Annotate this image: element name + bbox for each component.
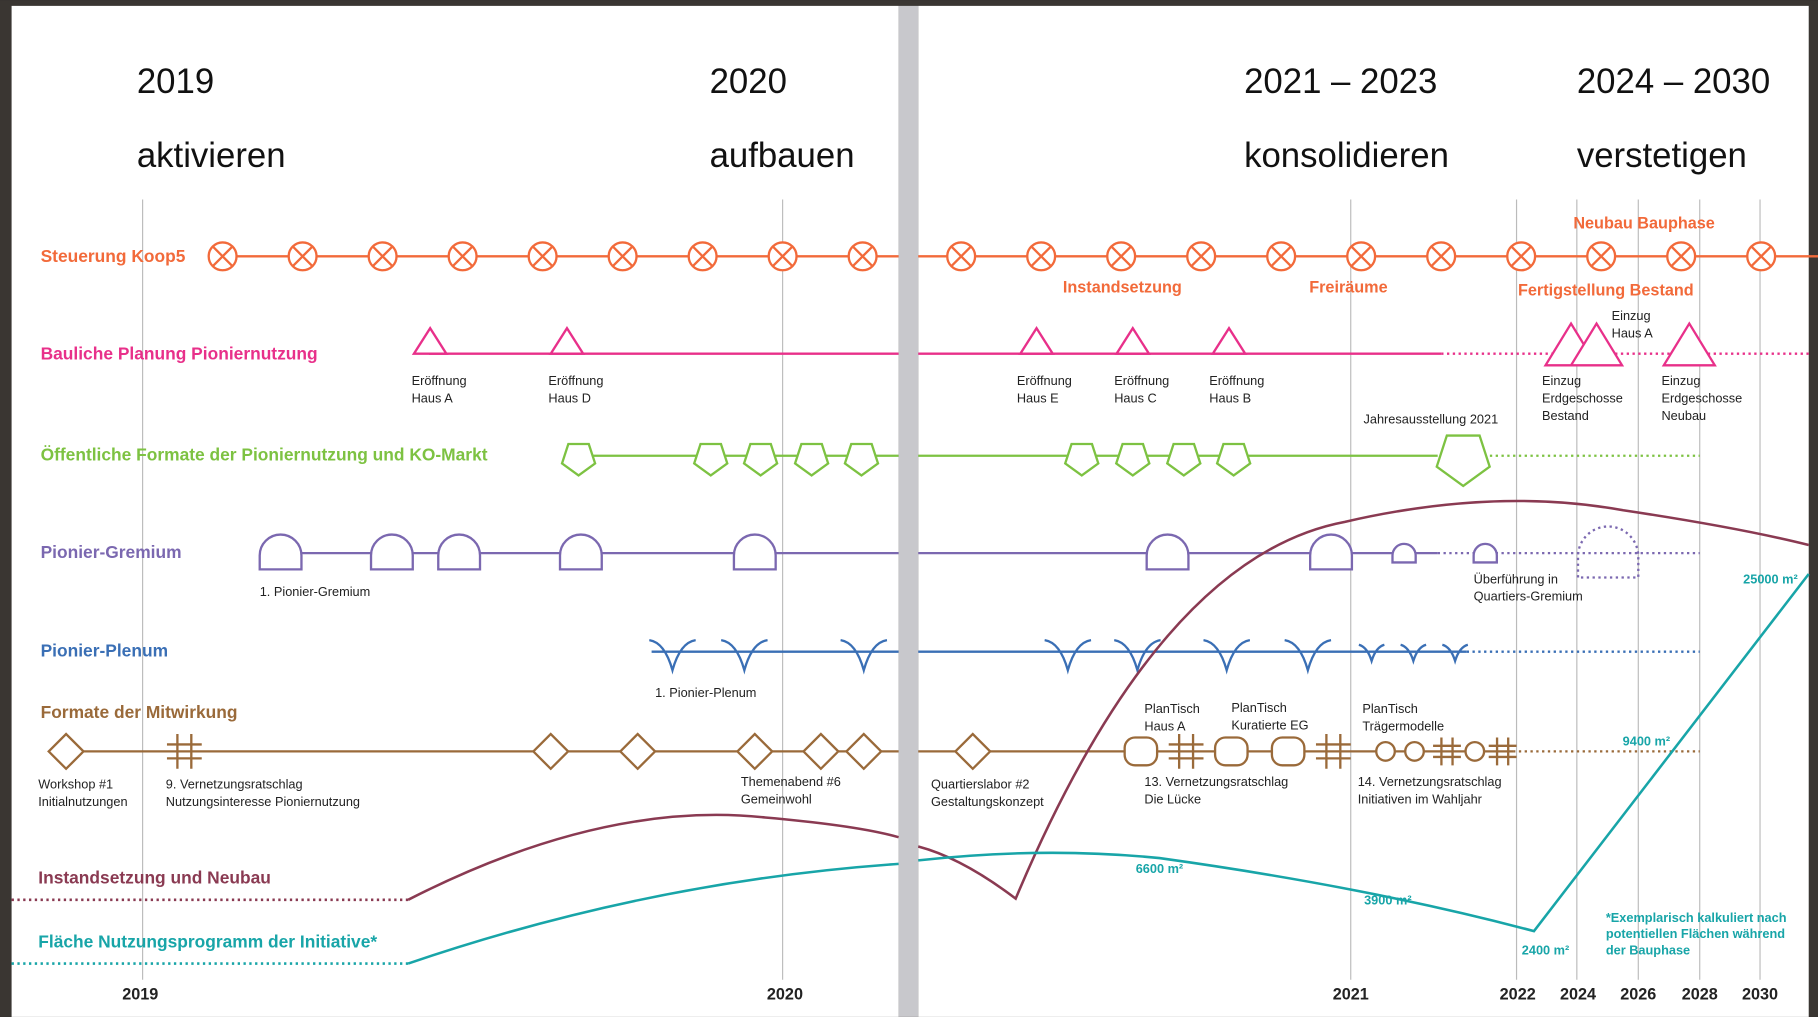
note: PlanTisch [1231, 700, 1287, 715]
note: Haus B [1209, 390, 1251, 405]
row-label: Öffentliche Formate der Pioniernutzung u… [41, 444, 488, 464]
note: Quartierslabor #2 [931, 777, 1030, 792]
note: 1. Pionier-Plenum [655, 685, 756, 700]
table-icon [1272, 737, 1304, 765]
council-icon [371, 535, 413, 570]
note: Haus E [1017, 390, 1059, 405]
phase-note: Fertigstellung Bestand [1518, 282, 1694, 300]
note: PlanTisch [1144, 701, 1200, 716]
note: Haus A [1144, 719, 1186, 734]
council-icon [1392, 544, 1415, 563]
row-label: Bauliche Planung Pioniernutzung [41, 344, 318, 364]
note: Kuratierte EG [1231, 717, 1308, 732]
note: Erdgeschosse [1661, 390, 1742, 405]
row-label: Fläche Nutzungsprogramm der Initiative* [38, 931, 377, 951]
note: Haus A [1612, 325, 1654, 340]
note: Initialnutzungen [38, 794, 127, 809]
phase-years: 2021 – 2023 [1244, 63, 1437, 101]
area-label: 6600 m² [1136, 861, 1184, 876]
year-label: 2028 [1682, 986, 1718, 1004]
divider [899, 6, 919, 1017]
council-icon [260, 535, 302, 570]
area-label: 2400 m² [1522, 942, 1570, 957]
phase-years: 2020 [710, 63, 787, 101]
table-icon [1215, 737, 1247, 765]
year-label: 2030 [1742, 986, 1778, 1004]
note: Quartiers-Gremium [1474, 589, 1583, 604]
note: Jahresausstellung 2021 [1364, 411, 1499, 426]
note: Nutzungsinteresse Pioniernutzung [166, 794, 360, 809]
phase-note: Neubau Bauphase [1573, 214, 1715, 232]
note: Eröffnung [1114, 373, 1169, 388]
table-icon [1125, 737, 1157, 765]
page: 2019 aktivieren 2020 aufbauen 2021 – 2023 kon… [0, 0, 1818, 1017]
phase-note: Instandsetzung [1063, 278, 1182, 296]
note: Eröffnung [548, 373, 603, 388]
row-label: Pionier-Gremium [41, 542, 182, 562]
year-label: 2021 [1333, 986, 1369, 1004]
table-icon [1466, 742, 1485, 761]
table-icon [1376, 742, 1395, 761]
note: Erdgeschosse [1542, 390, 1623, 405]
row-label: Pionier-Plenum [41, 640, 168, 660]
note: 1. Pionier-Gremium [260, 584, 371, 599]
note: Überführung in [1474, 571, 1558, 586]
council-icon [1310, 535, 1352, 570]
phase-note: Freiräume [1309, 278, 1387, 296]
note: Workshop #1 [38, 777, 113, 792]
phase-verb: aktivieren [137, 137, 286, 175]
phase-years: 2024 – 2030 [1577, 63, 1770, 101]
council-icon [438, 535, 480, 570]
note: Initiativen im Wahljahr [1358, 792, 1483, 807]
note: PlanTisch [1362, 701, 1418, 716]
year-label: 2020 [767, 986, 803, 1004]
footnote: *Exemplarisch kalkuliert nach [1606, 910, 1787, 925]
year-label: 2026 [1620, 986, 1656, 1004]
note: Trägermodelle [1362, 719, 1444, 734]
note: Die Lücke [1144, 792, 1201, 807]
phase-years: 2019 [137, 63, 214, 101]
table-icon [1405, 742, 1424, 761]
note: Neubau [1661, 408, 1706, 423]
note: Einzug [1661, 373, 1700, 388]
note: Haus D [548, 390, 591, 405]
note: 14. Vernetzungsratschlag [1358, 774, 1502, 789]
footnote: der Bauphase [1606, 942, 1690, 957]
phase-verb: verstetigen [1577, 137, 1747, 175]
note: Haus C [1114, 390, 1157, 405]
note: Eröffnung [412, 373, 467, 388]
area-label: 3900 m² [1364, 892, 1412, 907]
timeline: 2019 aktivieren 2020 aufbauen 2021 – 2023 kon… [0, 0, 1818, 1017]
note: Eröffnung [1209, 373, 1264, 388]
area-label: 25000 m² [1743, 571, 1798, 586]
year-label: 2024 [1560, 986, 1596, 1004]
council-icon [1474, 544, 1497, 563]
phase-verb: aufbauen [710, 137, 855, 175]
row-label: Steuerung Koop5 [41, 246, 186, 266]
council-icon [734, 535, 776, 570]
note: Bestand [1542, 408, 1589, 423]
footnote: potentiellen Flächen während [1606, 926, 1785, 941]
note: Eröffnung [1017, 373, 1072, 388]
council-icon [1147, 535, 1189, 570]
year-label: 2022 [1500, 986, 1536, 1004]
note: 9. Vernetzungsratschlag [166, 777, 303, 792]
note: Themenabend #6 [741, 774, 841, 789]
phase-verb: konsolidieren [1244, 137, 1449, 175]
council-icon [560, 535, 602, 570]
year-label: 2019 [122, 986, 158, 1004]
row-label: Instandsetzung und Neubau [38, 868, 271, 888]
row-label: Formate der Mitwirkung [41, 702, 238, 722]
note: Gemeinwohl [741, 792, 812, 807]
note: Einzug [1542, 373, 1581, 388]
note: Gestaltungskonzept [931, 794, 1044, 809]
area-label: 9400 m² [1623, 734, 1671, 749]
note: 13. Vernetzungsratschlag [1144, 774, 1288, 789]
note: Einzug [1612, 308, 1651, 323]
note: Haus A [412, 390, 454, 405]
